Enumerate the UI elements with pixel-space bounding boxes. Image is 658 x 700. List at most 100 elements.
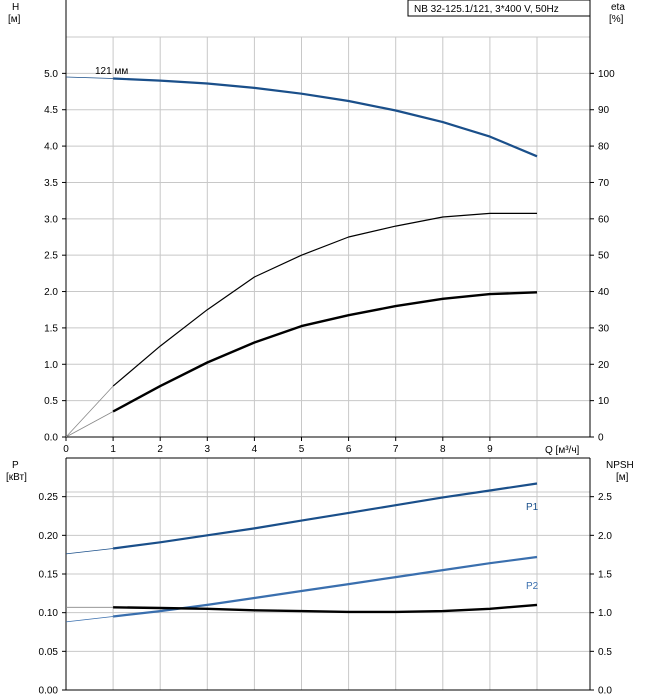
data-point [301,611,302,612]
right-tick-label: 2.5 [598,492,612,503]
left-tick-label: 0.0 [44,433,58,444]
right-tick-label: 70 [598,178,610,189]
data-point [207,83,208,84]
right-tick-label: 30 [598,323,610,334]
x-tick-label: 0 [63,444,69,455]
left-tick-label: 2.5 [44,251,58,262]
bottom-right-axis-label-line2: [м] [616,472,629,483]
x-tick-label: 3 [205,444,211,455]
p1-label: P1 [526,502,539,513]
x-tick-label: 1 [110,444,116,455]
bottom-left-axis-label-line2: [кВт] [6,472,27,483]
data-point [207,309,208,310]
right-tick-label: 90 [598,105,610,116]
data-point [207,604,208,605]
x-tick-label: 6 [346,444,352,455]
data-point [489,213,490,214]
left-tick-label: 0.15 [39,570,59,581]
bottom-left-axis-label-line1: P [12,460,19,471]
left-tick-label: 0.20 [39,531,59,542]
curve-extension [65,385,114,438]
data-point [160,385,161,386]
right-tick-label: 0.0 [598,686,612,697]
right-tick-label: 2.0 [598,531,612,542]
data-point [160,542,161,543]
data-point [301,590,302,591]
data-point [536,604,537,605]
curve-121-мм [113,77,538,158]
x-tick-label: 2 [157,444,163,455]
data-point [113,616,114,617]
data-point [489,293,490,294]
right-tick-label: 100 [598,69,615,80]
right-tick-label: 0.5 [598,647,612,658]
data-point [536,483,537,484]
left-tick-label: 0.05 [39,647,59,658]
data-point [113,385,114,386]
right-tick-label: 1.5 [598,570,612,581]
data-point [395,225,396,226]
data-point [536,213,537,214]
data-point [489,608,490,609]
left-tick-label: 0.00 [39,686,59,697]
curve-extension [65,548,114,555]
right-tick-label: 0 [598,433,604,444]
data-point [254,276,255,277]
data-point [442,216,443,217]
right-tick-label: 40 [598,287,610,298]
data-point [160,611,161,612]
data-point [254,610,255,611]
curve-series-1 [112,212,537,387]
left-tick-label: 2.0 [44,287,58,298]
curve-series-2 [112,291,538,413]
data-point [395,110,396,111]
data-point [207,608,208,609]
curve-layer [65,76,538,623]
data-point [442,121,443,122]
data-point [160,607,161,608]
bottom-right-axis-label-line1: NPSH [606,460,634,471]
data-point [348,611,349,612]
left-tick-label: 1.0 [44,360,58,371]
data-point [348,315,349,316]
data-point [395,611,396,612]
top-left-axis-label-line2: [м] [8,14,21,25]
data-point [536,292,537,293]
top-left-axis-label-line1: H [12,2,19,13]
data-point [348,583,349,584]
left-tick-label: 5.0 [44,69,58,80]
right-tick-label: 80 [598,142,610,153]
data-point [207,362,208,363]
data-point [254,528,255,529]
left-tick-label: 0.25 [39,492,59,503]
data-point [442,298,443,299]
data-point [301,93,302,94]
data-point [348,512,349,513]
left-tick-label: 1.5 [44,323,58,334]
right-tick-label: 60 [598,214,610,225]
data-point [348,236,349,237]
data-point [254,87,255,88]
data-point [442,497,443,498]
x-tick-label: 4 [252,444,258,455]
x-tick-label: 8 [440,444,446,455]
grid-layer [65,36,590,691]
left-tick-label: 0.10 [39,608,59,619]
data-point [301,520,302,521]
x-axis-label: Q [м³/ч] [545,445,580,456]
data-point [160,345,161,346]
data-point [442,570,443,571]
x-tick-label: 7 [393,444,399,455]
curve-label-121mm: 121 мм [95,66,128,77]
curve-p1 [112,482,538,550]
data-point [395,505,396,506]
curve-extension [65,411,114,438]
data-point [113,607,114,608]
data-point [536,156,537,157]
data-point [536,556,537,557]
data-point [348,100,349,101]
data-point [113,548,114,549]
title-text: NB 32-125.1/121, 3*400 V, 50Hz [414,4,559,15]
data-point [395,305,396,306]
data-point [254,597,255,598]
